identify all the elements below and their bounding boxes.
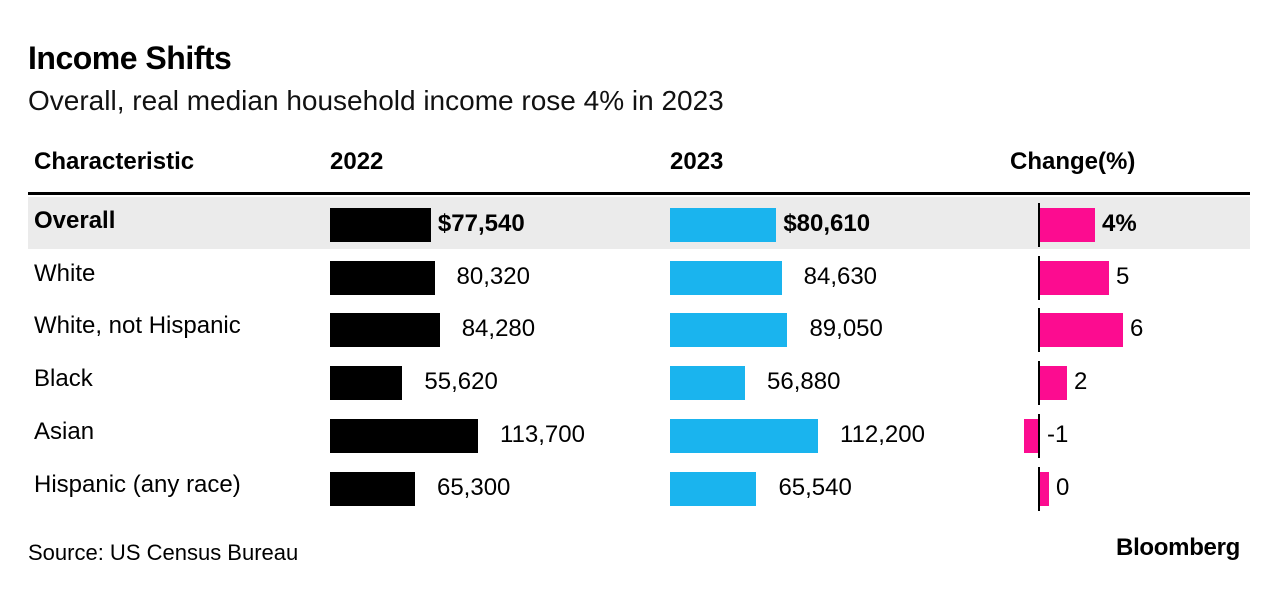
row-label: White, not Hispanic: [34, 312, 241, 340]
chart-title: Income Shifts: [28, 40, 232, 76]
change-zero-line: [1038, 203, 1040, 247]
bar-change: [1039, 366, 1067, 401]
value-label-2023: 84,630: [803, 262, 878, 290]
bar-2022: [330, 471, 415, 506]
bar-2022: [330, 208, 431, 242]
value-label-2023: 89,050: [809, 315, 883, 343]
table-row: Overall $77,540 $80,610 4%: [28, 197, 1250, 249]
bar-2022: [330, 260, 435, 295]
change-zero-line: [1038, 466, 1040, 511]
chart-subtitle: Overall, real median household income ro…: [28, 85, 724, 116]
bar-2022: [330, 418, 478, 453]
column-header-2023: 2023: [670, 148, 724, 175]
value-label-2022: 80,320: [456, 262, 530, 290]
value-label-2022: 113,700: [500, 420, 585, 448]
bar-2023: [670, 471, 757, 506]
bar-change: [1039, 313, 1123, 348]
value-label-change: 5: [1116, 262, 1130, 290]
bar-2022: [330, 366, 403, 401]
bar-change: [1039, 260, 1109, 295]
change-zero-line: [1038, 255, 1040, 300]
value-label-2023: 56,880: [767, 368, 841, 396]
value-label-change: 0: [1056, 473, 1070, 501]
value-label-2023: $80,610: [783, 210, 871, 237]
row-label: Hispanic (any race): [34, 470, 241, 498]
bloomberg-logo: Bloomberg: [1116, 534, 1240, 561]
value-label-2023: 65,540: [778, 473, 852, 501]
header-rule: [28, 192, 1250, 195]
change-zero-line: [1038, 361, 1040, 406]
value-label-2022: $77,540: [437, 210, 525, 237]
value-label-change: 4%: [1102, 210, 1137, 237]
table-row: White, not Hispanic 84,280 89,050 6: [28, 302, 1250, 354]
row-label: White: [34, 259, 96, 287]
source-note: Source: US Census Bureau: [28, 540, 299, 565]
table-row: Asian 113,700 112,200 -1: [28, 408, 1250, 460]
bar-change: [1039, 208, 1095, 242]
value-label-change: -1: [1047, 420, 1069, 448]
change-zero-line: [1038, 413, 1040, 458]
value-label-2023: 112,200: [840, 420, 925, 448]
bar-2022: [330, 313, 440, 348]
column-header-change: Change(%): [1010, 148, 1136, 175]
row-label: Overall: [34, 207, 116, 234]
column-header-2022: 2022: [330, 148, 384, 175]
column-header-characteristic: Characteristic: [34, 148, 195, 175]
bar-2023: [670, 418, 818, 453]
row-label: Black: [34, 365, 93, 393]
table-row: White 80,320 84,630 5: [28, 250, 1250, 302]
table-row: Hispanic (any race) 65,300 65,540 0: [28, 461, 1250, 513]
row-label: Asian: [34, 417, 95, 445]
change-zero-line: [1038, 308, 1040, 353]
value-label-2022: 65,300: [436, 473, 511, 501]
bar-2023: [670, 208, 777, 242]
value-label-change: 2: [1074, 368, 1088, 396]
bar-change: [1039, 471, 1049, 506]
value-label-2022: 84,280: [461, 315, 536, 343]
value-label-2022: 55,620: [424, 368, 498, 396]
bar-2023: [670, 366, 746, 401]
bar-2023: [670, 260, 782, 295]
value-label-change: 6: [1130, 315, 1144, 343]
bar-change: [1024, 418, 1038, 453]
bar-2023: [670, 313, 788, 348]
table-row: Black 55,620 56,880 2: [28, 355, 1250, 407]
